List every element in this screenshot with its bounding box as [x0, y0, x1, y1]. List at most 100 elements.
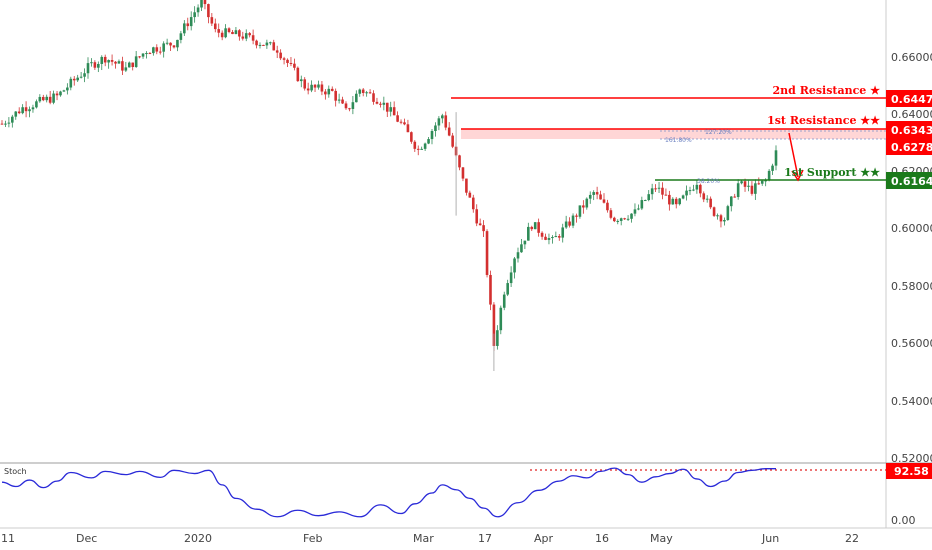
candle-body: [430, 131, 434, 140]
candle-body: [213, 23, 217, 30]
candle-body: [248, 33, 251, 36]
candle-body: [668, 194, 671, 205]
candle-body: [90, 62, 93, 64]
candle-body: [502, 294, 506, 308]
candle-body: [155, 47, 159, 52]
candle-body: [509, 272, 513, 284]
candle-body: [127, 62, 131, 68]
candle-body: [712, 207, 716, 216]
candle-body: [747, 185, 750, 187]
candle-body: [224, 28, 227, 38]
candle-body: [750, 185, 754, 194]
candle-body: [79, 76, 83, 78]
x-tick-label: Dec: [76, 532, 97, 545]
y-tick-label: 0.52000: [891, 452, 932, 465]
candle-body: [293, 63, 296, 68]
candle-body: [585, 198, 589, 208]
svg-text:0.63438: 0.63438: [891, 124, 932, 137]
candle-body: [48, 96, 52, 103]
candle-body: [193, 12, 196, 18]
candle-body: [169, 42, 172, 46]
price-badge-current: 0.62785: [886, 138, 932, 155]
candle-body: [0, 123, 4, 125]
candle-body: [485, 231, 489, 275]
candle-body: [238, 30, 241, 37]
candle-body: [327, 88, 331, 95]
candle-body: [255, 40, 258, 46]
candle-body: [107, 60, 110, 63]
candle-body: [767, 170, 771, 181]
candle-body: [406, 124, 410, 133]
candle-body: [100, 56, 104, 64]
candle-body: [578, 205, 582, 217]
candle-body: [296, 67, 300, 82]
candle-body: [210, 17, 214, 24]
candle-body: [35, 101, 38, 108]
candle-body: [97, 63, 100, 68]
candle-body: [372, 93, 375, 102]
x-tick-label: 22: [845, 532, 859, 545]
time-axis[interactable]: 11 Dec 2020 Feb Mar 17 Apr 16 May Jun 22: [1, 532, 859, 545]
candle-body: [520, 244, 523, 253]
candle-body: [303, 79, 307, 89]
fib-label: 38.20%: [697, 178, 720, 185]
candle-body: [647, 194, 651, 201]
candle-body: [21, 107, 24, 114]
x-tick-label: 2020: [184, 532, 212, 545]
candle-body: [726, 206, 730, 221]
candle-body: [282, 58, 286, 60]
candle-body: [227, 28, 231, 33]
y-tick-label: 0.64000: [891, 108, 932, 121]
candle-body: [595, 192, 599, 195]
candle-body: [158, 51, 162, 53]
candle-body: [289, 62, 293, 64]
candle-body: [324, 91, 327, 95]
candle-body: [275, 50, 279, 53]
price-axis[interactable]: 0.66000 0.64000 0.62000 0.60000 0.58000 …: [891, 51, 932, 527]
x-tick-label: 11: [1, 532, 15, 545]
candle-body: [4, 123, 7, 125]
candle-body: [437, 118, 441, 126]
candle-body: [527, 226, 530, 241]
candle-body: [619, 218, 623, 221]
candle-body: [334, 90, 337, 101]
candle-body: [358, 89, 362, 94]
candle-body: [588, 194, 592, 199]
candle-body: [148, 53, 152, 55]
candle-body: [671, 198, 675, 205]
candle-body: [351, 102, 355, 109]
first-resistance-label: 1st Resistance ★★: [767, 114, 880, 127]
candle-body: [471, 197, 475, 210]
candle-body: [688, 190, 692, 192]
candle-body: [28, 109, 31, 112]
candle-body: [165, 42, 169, 44]
candle-body: [420, 148, 423, 150]
candle-body: [379, 103, 382, 105]
candle-body: [251, 35, 255, 41]
candle-body: [103, 56, 107, 63]
candle-body: [162, 43, 165, 52]
candle-body: [705, 198, 709, 200]
candle-body: [392, 107, 396, 116]
candle-body: [609, 210, 613, 218]
candle-body: [24, 107, 28, 112]
candle-body: [416, 148, 420, 150]
candle-body: [389, 107, 393, 112]
candle-body: [461, 167, 465, 179]
stoch-title: Stoch: [4, 467, 27, 476]
candle-body: [654, 188, 657, 190]
candle-body: [506, 283, 509, 295]
candle-body: [124, 67, 128, 71]
candle-body: [131, 62, 135, 67]
candle-body: [399, 121, 403, 123]
candle-body: [234, 30, 238, 35]
candle-body: [317, 84, 320, 88]
candle-body: [244, 33, 248, 39]
price-badge-first-resistance: 0.63438: [886, 121, 932, 138]
candle-body: [719, 215, 723, 222]
candle-body: [134, 56, 138, 67]
candle-body: [55, 93, 59, 96]
candle-body: [637, 208, 640, 210]
candle-body: [265, 42, 269, 46]
candle-body: [709, 198, 712, 208]
